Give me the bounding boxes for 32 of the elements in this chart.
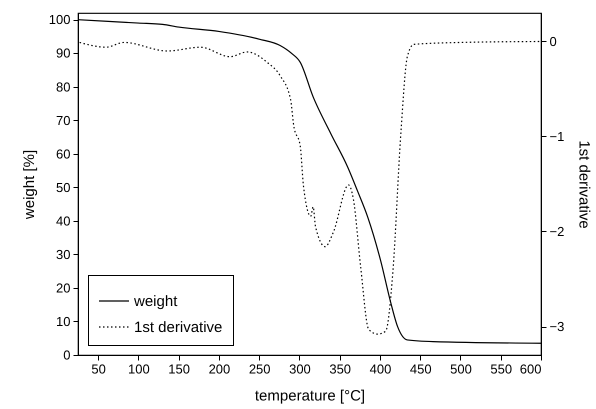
y-tick-label: 70 xyxy=(56,112,70,128)
x-tick-label: 200 xyxy=(208,362,230,376)
y-tick-label: 60 xyxy=(56,146,70,162)
y-axis-title: weight [%] xyxy=(20,150,38,220)
x-tick-label: 50 xyxy=(91,362,106,376)
y-tick-label: 0 xyxy=(63,348,70,362)
y-tick-label: 10 xyxy=(56,314,70,329)
legend-label: weight xyxy=(133,293,178,310)
y2-axis-title: 1st derivative xyxy=(575,140,592,229)
x-tick-label: 500 xyxy=(450,362,472,376)
x-tick-label: 600 xyxy=(520,362,542,376)
x-tick-label: 550 xyxy=(490,362,512,376)
legend-label: 1st derivative xyxy=(134,319,222,336)
y-tick-label: 80 xyxy=(56,79,70,94)
y2-tick-label: −2 xyxy=(550,224,564,239)
x-tick-label: 450 xyxy=(410,362,432,376)
y-tick-label: 40 xyxy=(56,213,70,228)
y2-tick-label: −1 xyxy=(550,129,564,144)
y-tick-label: 90 xyxy=(56,46,70,61)
y2-tick-label: −3 xyxy=(550,319,564,334)
x-tick-label: 100 xyxy=(128,362,150,376)
y2-tick-label: 0 xyxy=(550,34,557,49)
x-tick-label: 150 xyxy=(168,362,190,376)
y-tick-label: 100 xyxy=(48,12,70,28)
x-tick-label: 250 xyxy=(248,362,271,376)
x-tick-label: 350 xyxy=(329,362,352,376)
x-axis-title: temperature [°C] xyxy=(254,388,366,404)
x-tick-label: 300 xyxy=(289,362,311,376)
y-tick-label: 20 xyxy=(56,280,70,296)
y-tick-label: 30 xyxy=(56,246,70,262)
x-tick-label: 400 xyxy=(370,362,392,376)
y-tick-label: 50 xyxy=(56,180,70,195)
